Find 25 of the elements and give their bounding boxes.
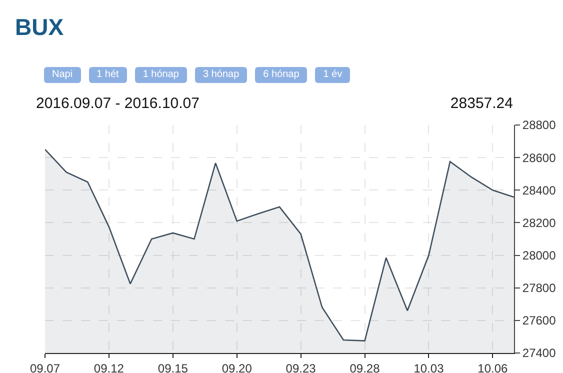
x-tick-label: 09.28 <box>350 361 380 373</box>
x-tick-label: 10.06 <box>478 361 508 373</box>
y-tick-label: 27400 <box>522 346 556 360</box>
range-button: 1 hónap <box>134 67 187 83</box>
range-button: 6 hónap <box>255 67 308 83</box>
x-tick-label: 09.20 <box>222 361 252 373</box>
x-tick-label: 09.15 <box>158 361 188 373</box>
y-tick-label: 28000 <box>522 248 556 262</box>
chart-subtitle: 2016.09.07 - 2016.10.07 <box>36 95 200 112</box>
x-tick-label: 09.07 <box>30 361 60 373</box>
y-tick-label: 27800 <box>522 281 556 296</box>
y-tick-label: 27600 <box>522 314 556 328</box>
range-button: 3 hónap <box>194 67 248 83</box>
chart-title: BUX <box>15 14 64 41</box>
range-button: 1 hét <box>88 67 127 83</box>
text: 28357.24 <box>450 95 513 112</box>
x-tick-label: 09.12 <box>94 361 124 373</box>
y-tick-label: 28200 <box>522 216 556 230</box>
range-button: Napi <box>44 67 81 83</box>
y-tick-label: 28400 <box>522 183 556 198</box>
range-button: 1 év <box>315 67 350 83</box>
y-tick-label: 28600 <box>522 150 556 165</box>
x-tick-label: 09.23 <box>286 361 316 373</box>
x-tick-label: 10.03 <box>414 361 444 373</box>
y-tick-label: 28800 <box>522 118 556 132</box>
